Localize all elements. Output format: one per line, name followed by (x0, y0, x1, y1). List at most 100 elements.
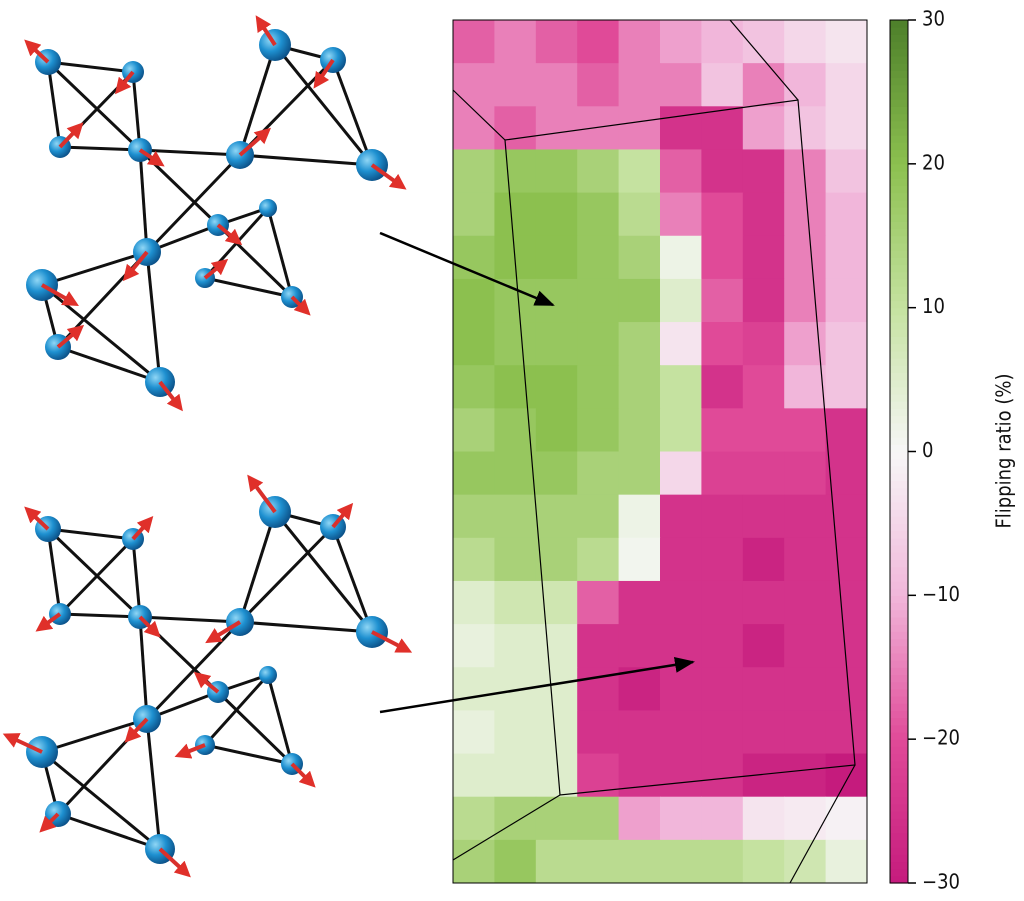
colorbar-swatch (890, 84, 908, 93)
heatmap-cell (535, 408, 578, 452)
heatmap-cell (701, 753, 744, 798)
heatmap-cell (577, 494, 620, 539)
heatmap-cell (784, 667, 827, 711)
pointer-arrow (379, 656, 695, 714)
heatmap-cell (453, 63, 495, 107)
colorbar-swatch (890, 178, 908, 187)
heatmap-cell (535, 192, 578, 237)
heatmap-cell (535, 106, 578, 150)
heatmap-cell (535, 839, 578, 884)
colorbar-swatch (890, 854, 908, 863)
heatmap-cell (577, 451, 620, 496)
heatmap-cell (660, 753, 702, 798)
heatmap-cell (618, 63, 661, 107)
colorbar-swatch (890, 142, 908, 151)
colorbar-swatch (890, 206, 908, 215)
heatmap-cell (701, 63, 744, 107)
heatmap-cell (825, 235, 868, 280)
colorbar-swatch (890, 688, 908, 697)
heatmap-cell (660, 365, 702, 409)
heatmap-cell (535, 537, 578, 582)
heatmap-cell (618, 192, 661, 237)
heatmap-cell (494, 753, 537, 798)
heatmap-cell (618, 322, 661, 366)
colorbar-swatch (890, 674, 908, 683)
heatmap-cell (701, 839, 744, 884)
heatmap-cell (701, 235, 744, 280)
heatmap-cell (494, 537, 537, 582)
colorbar-swatch (890, 329, 908, 338)
colorbar-swatch (890, 113, 908, 122)
heatmap-cell (784, 624, 827, 668)
colorbar-swatch (890, 616, 908, 625)
colorbar-swatch (890, 63, 908, 71)
colorbar-tick-label: −30 (922, 870, 960, 894)
heatmap-cell (825, 451, 868, 496)
colorbar-swatch (890, 106, 908, 115)
heatmap-cell (825, 753, 868, 798)
heatmap-cell (742, 494, 785, 539)
heatmap-cell (784, 408, 827, 452)
colorbar-swatch (890, 681, 908, 690)
colorbar-swatch (890, 861, 908, 870)
colorbar-swatch (890, 739, 908, 747)
colorbar-swatch (890, 228, 908, 237)
colorbar-swatch (890, 588, 908, 596)
heatmap-cell (453, 278, 495, 323)
heatmap-cell (825, 710, 868, 755)
heatmap-cell (742, 20, 785, 64)
heatmap-cell (742, 451, 785, 496)
heatmap-cell (453, 796, 495, 841)
heatmap-cell (701, 322, 744, 366)
colorbar-swatch (890, 767, 908, 776)
heatmap-cell (453, 624, 495, 668)
heatmap-cell (825, 278, 868, 323)
colorbar-swatch (890, 393, 908, 402)
heatmap-cell (577, 796, 620, 841)
heatmap-cell (825, 149, 868, 194)
colorbar-swatch (890, 602, 908, 611)
pointer-arrow (379, 231, 555, 307)
heatmap-cell (660, 235, 702, 280)
colorbar-swatch (890, 782, 908, 791)
heatmap-cell (825, 839, 868, 884)
colorbar-swatch (890, 516, 908, 525)
heatmap-cell (701, 451, 744, 496)
colorbar-swatch (890, 811, 908, 819)
heatmap-cell (701, 624, 744, 668)
heatmap-cell (494, 710, 537, 755)
heatmap-cell (577, 20, 620, 64)
colorbar-swatch (890, 422, 908, 431)
heatmap-cell (494, 149, 537, 194)
colorbar-swatch (890, 494, 908, 503)
colorbar-swatch (890, 652, 908, 661)
heatmap-cell (701, 710, 744, 755)
heatmap-cell (784, 753, 827, 798)
colorbar-swatch (890, 480, 908, 489)
colorbar-swatch (890, 803, 908, 812)
heatmap-cell (825, 408, 868, 452)
heatmap-cell (742, 106, 785, 150)
heatmap-cell (784, 710, 827, 755)
colorbar-tick-label: −10 (922, 582, 960, 606)
colorbar-swatch (890, 408, 908, 417)
heatmap-cell (660, 322, 702, 366)
colorbar-swatch (890, 163, 908, 172)
colorbar-swatch (890, 645, 908, 654)
heatmap-cell (784, 365, 827, 409)
heatmap-cell (784, 20, 827, 64)
colorbar-swatch (890, 703, 908, 711)
colorbar-swatch (890, 580, 908, 589)
heatmap-cell (701, 537, 744, 582)
heatmap-cell (577, 192, 620, 237)
heatmap-cell (494, 322, 537, 366)
heatmap-cell (577, 710, 620, 755)
colorbar-swatch (890, 875, 908, 884)
heatmap-cell (535, 322, 578, 366)
colorbar-swatch (890, 544, 908, 553)
heatmap-cell (825, 667, 868, 711)
colorbar-swatch (890, 624, 908, 632)
colorbar-swatch (890, 358, 908, 366)
heatmap-cell (577, 149, 620, 194)
heatmap-cell (784, 235, 827, 280)
